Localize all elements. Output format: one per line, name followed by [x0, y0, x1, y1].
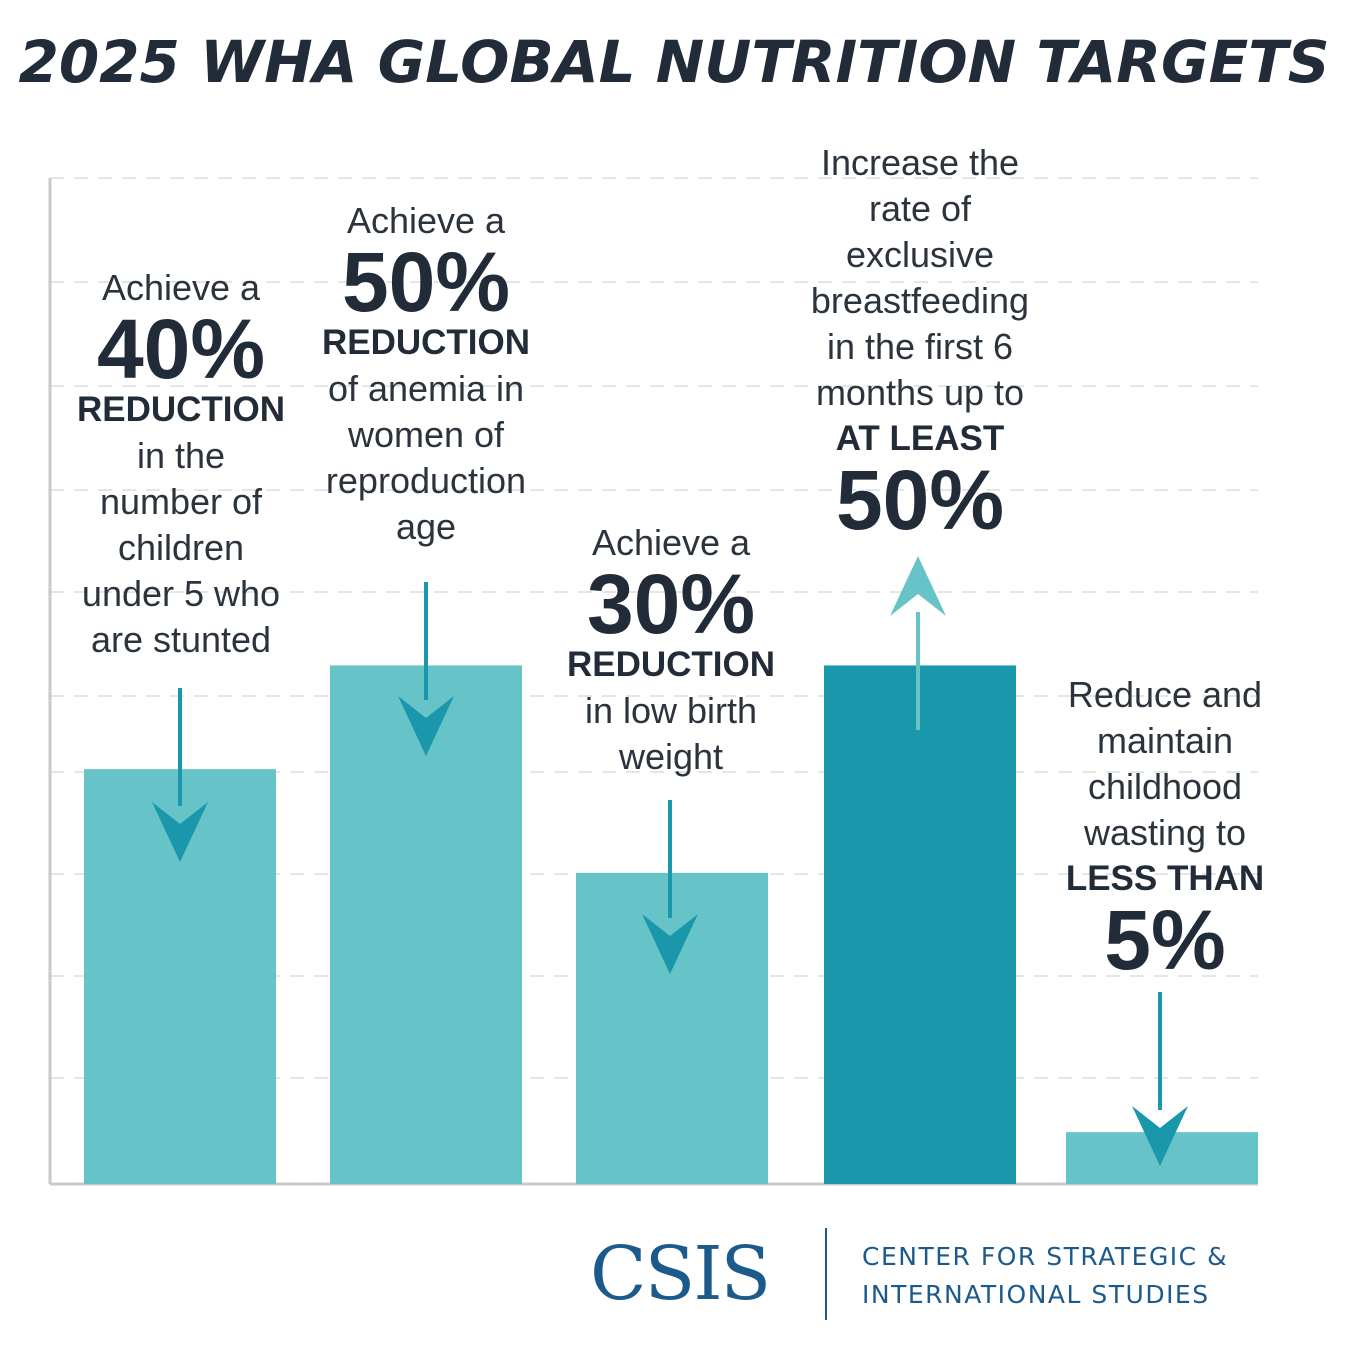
label-stunting-line: under 5 who	[81, 573, 281, 614]
label-lbw-line: weight	[618, 736, 724, 777]
label-anemia-value: 50%	[341, 235, 511, 329]
label-bf-line: rate of	[868, 188, 972, 229]
bar-low-birth-weight	[576, 872, 768, 1184]
arrow-low-birth-weight	[642, 800, 698, 974]
logo-divider	[825, 1228, 827, 1320]
label-stunting-line: in the	[136, 435, 226, 476]
arrow-breastfeeding-head	[890, 556, 946, 616]
label-wasting-line: Reduce and	[1067, 674, 1263, 715]
label-anemia-line: age	[395, 506, 457, 547]
label-stunting-bold: REDUCTION	[76, 390, 286, 429]
label-anemia-line: women of	[347, 414, 505, 455]
label-bf-line: months up to	[815, 372, 1025, 413]
arrow-anemia	[398, 582, 454, 756]
label-stunting: Achieve a 40% REDUCTION in the number of…	[66, 265, 296, 663]
label-breastfeeding: Increase the rate of exclusive breastfee…	[790, 140, 1050, 547]
label-lbw-bold: REDUCTION	[566, 645, 776, 684]
arrow-breastfeeding	[890, 556, 946, 730]
label-anemia: Achieve a 50% REDUCTION of anemia in wom…	[306, 198, 546, 550]
label-wasting-line: maintain	[1096, 720, 1234, 761]
label-wasting-value: 5%	[1104, 893, 1226, 987]
label-bf-line: Increase the	[820, 142, 1020, 183]
label-bf-line: breastfeeding	[810, 280, 1030, 321]
arrow-wasting	[1132, 992, 1188, 1166]
page-title: 2025 WHA GLOBAL NUTRITION TARGETS	[18, 28, 1330, 96]
bar-exclusive-breastfeeding	[824, 665, 1016, 1184]
csis-logo-mark: CSIS	[590, 1231, 771, 1317]
label-wasting-line: wasting to	[1083, 812, 1247, 853]
label-bf-line: exclusive	[845, 234, 995, 275]
logo-text: CENTER FOR STRATEGIC & INTERNATIONAL STU…	[862, 1238, 1228, 1314]
label-stunting-pre: Achieve a	[101, 267, 261, 308]
arrow-low-birth-weight-head	[642, 914, 698, 974]
label-stunting-line: number of	[99, 481, 263, 522]
logo-line-1: CENTER FOR STRATEGIC &	[862, 1242, 1229, 1271]
arrow-stunting	[152, 688, 208, 862]
label-stunting-line: are stunted	[90, 619, 272, 660]
label-stunting-line: children	[117, 527, 245, 568]
label-anemia-line: reproduction	[325, 460, 527, 501]
arrow-wasting-head	[1132, 1106, 1188, 1166]
label-bf-value: 50%	[835, 453, 1005, 547]
label-wasting: Reduce and maintain childhood wasting to…	[1050, 672, 1280, 987]
arrow-anemia-head	[398, 696, 454, 756]
label-wasting-line: childhood	[1087, 766, 1243, 807]
label-bf-line: in the first 6	[826, 326, 1014, 367]
label-anemia-bold: REDUCTION	[321, 323, 531, 362]
label-bf-bold: AT LEAST	[835, 419, 1005, 458]
label-lbw-value: 30%	[586, 557, 756, 651]
label-lbw-line: in low birth	[584, 690, 758, 731]
arrow-stunting-head	[152, 802, 208, 862]
logo-line-2: INTERNATIONAL STUDIES	[862, 1280, 1210, 1309]
label-anemia-line: of anemia in	[327, 368, 525, 409]
label-stunting-value: 40%	[96, 302, 266, 396]
label-lbw-pre: Achieve a	[591, 522, 751, 563]
label-wasting-bold: LESS THAN	[1065, 859, 1265, 898]
label-low-birth-weight: Achieve a 30% REDUCTION in low birth wei…	[551, 520, 791, 780]
label-anemia-pre: Achieve a	[346, 200, 506, 241]
